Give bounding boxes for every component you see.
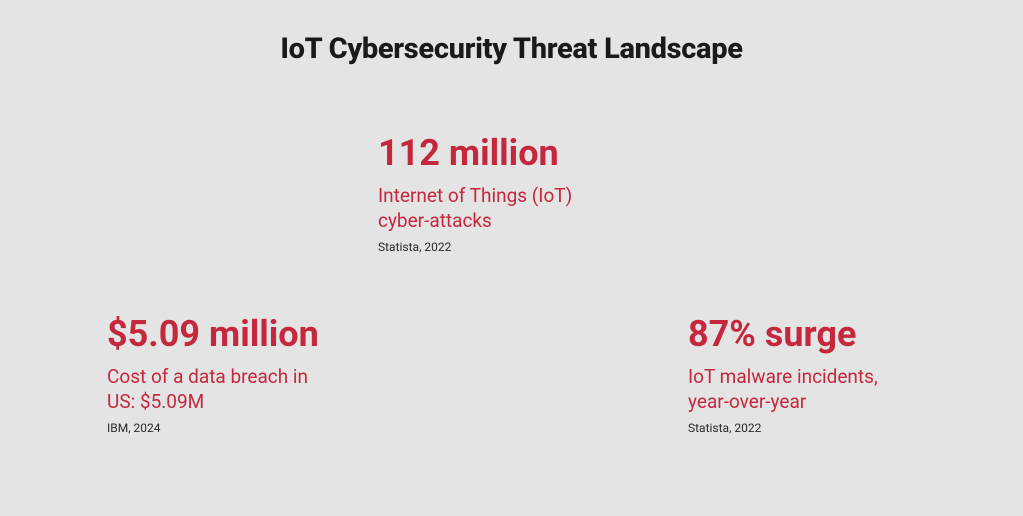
stat-value: 112 million	[378, 133, 572, 174]
stat-desc-line: cyber-attacks	[378, 209, 492, 232]
stat-source: Statista, 2022	[378, 240, 572, 254]
stat-desc-line: Internet of Things (IoT)	[378, 184, 572, 207]
stat-desc-line: Cost of a data breach in	[107, 365, 308, 388]
stat-description: Cost of a data breach in US: $5.09M	[107, 365, 319, 414]
stat-source: IBM, 2024	[107, 421, 319, 435]
stat-description: IoT malware incidents, year-over-year	[688, 365, 878, 414]
stat-value: 87% surge	[688, 314, 878, 355]
stat-block-cost: $5.09 million Cost of a data breach in U…	[107, 314, 319, 435]
page-title: IoT Cybersecurity Threat Landscape	[0, 32, 1023, 66]
stat-desc-line: IoT malware incidents,	[688, 365, 878, 388]
stat-value: $5.09 million	[107, 314, 319, 355]
stat-description: Internet of Things (IoT) cyber-attacks	[378, 184, 572, 233]
stat-desc-line: US: $5.09M	[107, 390, 204, 413]
stat-block-attacks: 112 million Internet of Things (IoT) cyb…	[378, 133, 572, 254]
stat-block-surge: 87% surge IoT malware incidents, year-ov…	[688, 314, 878, 435]
stat-source: Statista, 2022	[688, 421, 878, 435]
stat-desc-line: year-over-year	[688, 390, 806, 413]
